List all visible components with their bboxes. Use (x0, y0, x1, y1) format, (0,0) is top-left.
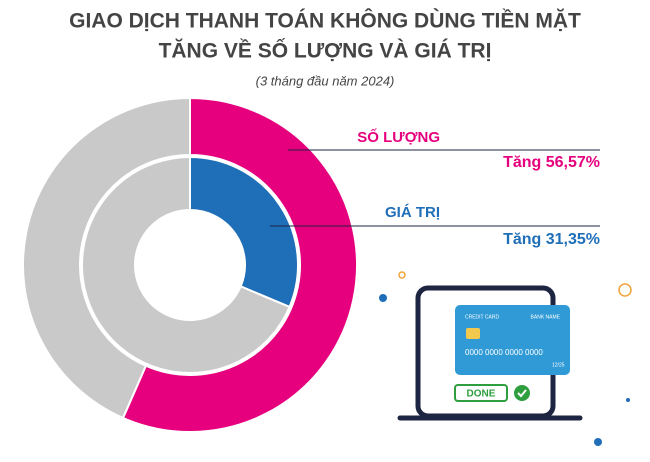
donut-slice (81, 155, 291, 374)
donut-slice (22, 96, 191, 420)
data-label: Tăng 31,35% (503, 231, 600, 248)
card-expiry: 12/25 (552, 362, 565, 368)
chart-subtitle: (3 tháng đầu năm 2024) (256, 73, 395, 88)
done-label: DONE (467, 389, 496, 400)
donut-slice (189, 155, 299, 309)
data-label: Tăng 56,57% (503, 154, 600, 171)
done-button (454, 384, 508, 402)
decor-dot (594, 438, 602, 446)
card-number: 0000 0000 0000 0000 (465, 348, 543, 357)
chart-title: TĂNG VỀ SỐ LƯỢNG VÀ GIÁ TRỊ (159, 39, 492, 63)
decor-dot (379, 294, 387, 302)
decor-dot (618, 283, 632, 297)
legend-label: SỐ LƯỢNG (357, 128, 440, 146)
payment-illustration: CREDIT CARD BANK NAME 0000 0000 0000 000… (379, 271, 632, 446)
check-mark (517, 389, 527, 398)
legend-label: GIÁ TRỊ (385, 204, 440, 221)
decor-dot (626, 398, 630, 402)
check-icon (514, 385, 530, 401)
card-type: CREDIT CARD (465, 314, 499, 320)
card-bank: BANK NAME (531, 314, 561, 320)
decor-dot (398, 271, 406, 279)
chart-title: GIAO DỊCH THANH TOÁN KHÔNG DÙNG TIỀN MẶT (69, 9, 581, 33)
donut-slice (121, 96, 358, 433)
card-chip (466, 328, 480, 339)
credit-card (455, 305, 570, 375)
